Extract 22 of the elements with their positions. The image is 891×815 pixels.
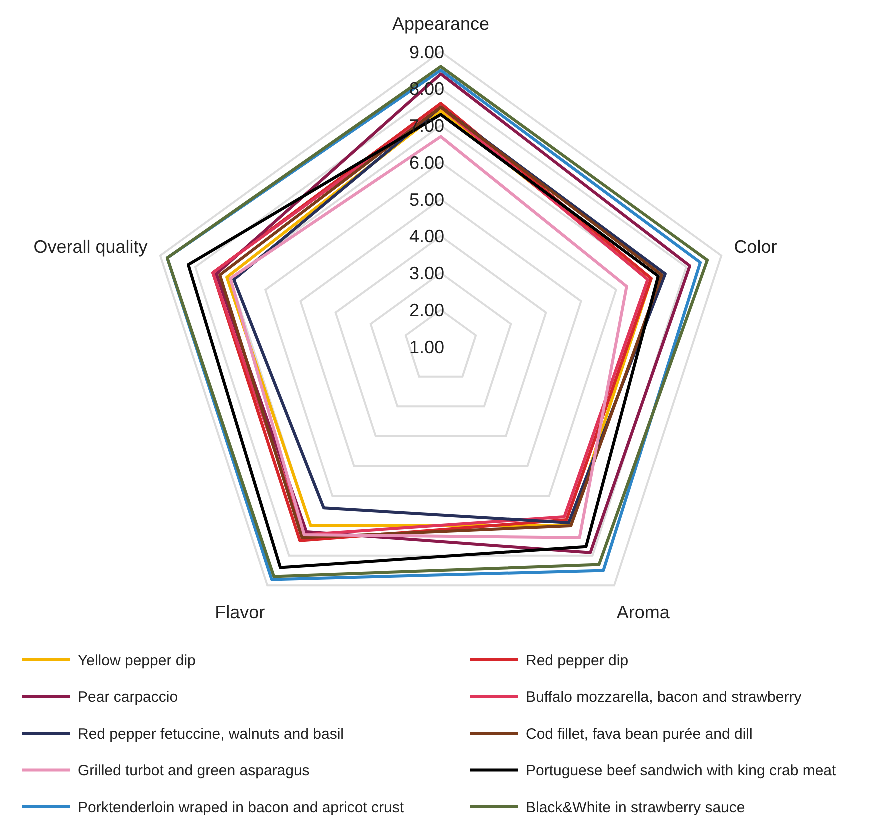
- legend-label: Porktenderloin wraped in bacon and apricot crust: [78, 799, 405, 815]
- legend-label: Buffalo mozzarella, bacon and strawberry: [526, 689, 802, 706]
- y-tick-label: 2.00: [409, 300, 445, 320]
- spoke-label: Aroma: [616, 602, 671, 622]
- y-tick-label: 3.00: [409, 264, 445, 284]
- spoke-label: Appearance: [392, 14, 490, 34]
- legend-label: Yellow pepper dip: [78, 652, 196, 670]
- y-tick-label: 6.00: [409, 152, 445, 173]
- spoke-label: Flavor: [215, 602, 266, 622]
- y-tick-label: 5.00: [409, 190, 445, 210]
- legend-label: Red pepper fetuccine, walnuts and basil: [78, 726, 344, 743]
- legend-label: Red pepper dip: [526, 652, 629, 670]
- legend-label: Black&White in strawberry sauce: [526, 799, 746, 815]
- spoke-label: Color: [734, 237, 778, 258]
- y-tick-label: 1.00: [409, 337, 445, 358]
- y-tick-label: 9.00: [409, 42, 445, 62]
- legend-label: Cod fillet, fava bean purée and dill: [526, 726, 753, 743]
- legend-label: Portuguese beef sandwich with king crab meat: [526, 762, 838, 780]
- spoke-label: Overall quality: [34, 237, 148, 258]
- legend-label: Grilled turbot and green asparagus: [78, 762, 310, 780]
- legend-label: Pear carpaccio: [78, 689, 178, 706]
- y-tick-label: 4.00: [409, 226, 445, 247]
